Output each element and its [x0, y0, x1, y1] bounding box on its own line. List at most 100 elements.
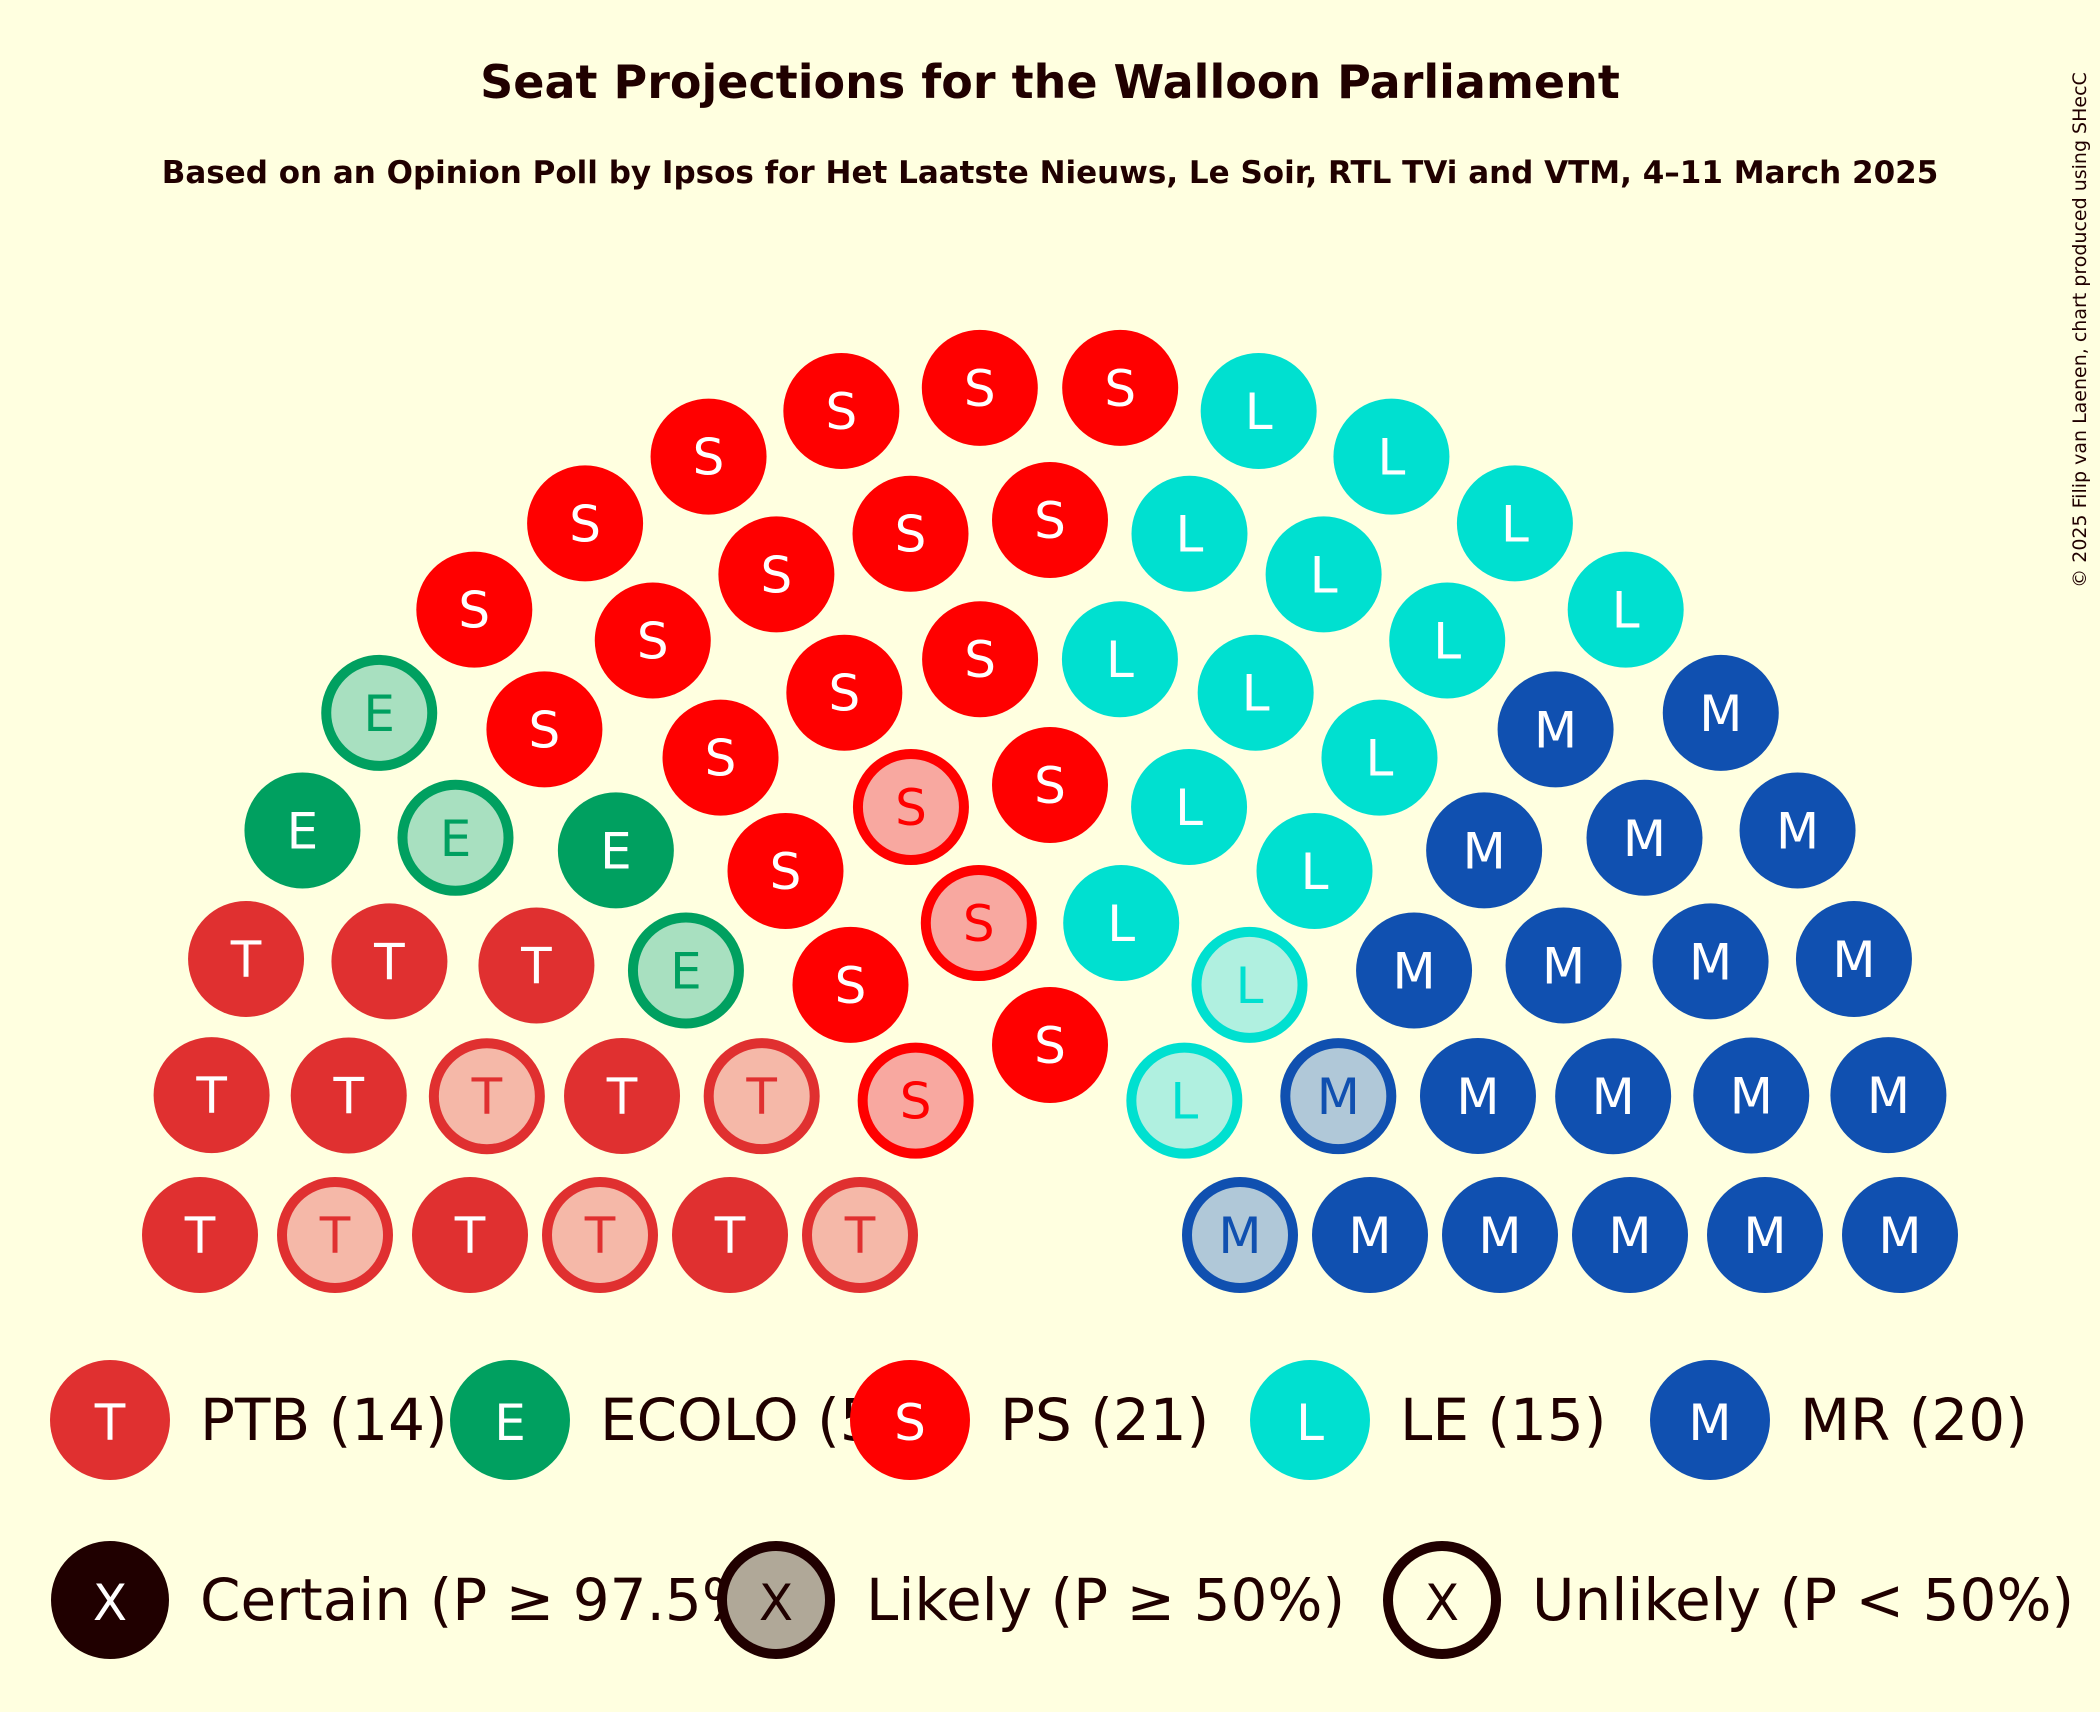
seat-circle: [557, 792, 674, 909]
seat-ps-unlikely: S: [852, 749, 969, 866]
seat-circle: [852, 475, 969, 592]
seat-ptb-certain: T: [412, 1177, 528, 1293]
party-legend: T PTB (14) E ECOLO (5)S PS (21) L LE (15) M MR (…: [50, 1360, 2028, 1480]
seat-circle: [1497, 671, 1614, 788]
seat-circle: [703, 1038, 820, 1155]
seat-ptb-certain: T: [478, 907, 595, 1024]
seat-letter: S: [964, 631, 996, 689]
seat-ptb-unlikely: T: [277, 1177, 393, 1293]
legend-label: PTB (14): [200, 1386, 448, 1454]
legend-item-ecolo: E ECOLO (5): [450, 1360, 899, 1480]
seat-letter: S: [963, 895, 995, 953]
legend-label: LE (15): [1400, 1386, 1606, 1454]
seat-mr-certain: M: [1426, 792, 1543, 909]
legend-item-unlikely: X Unlikely (P < 50%): [1383, 1541, 2074, 1659]
seat-circle: [478, 907, 595, 1024]
seat-ps-certain: S: [594, 582, 711, 699]
legend-letter: L: [1296, 1394, 1324, 1452]
seat-ptb-unlikely: T: [542, 1177, 658, 1293]
legend-item-likely: X Likely (P ≥ 50%): [717, 1541, 1345, 1659]
seat-circle: [1131, 749, 1248, 866]
seat-circle: [1567, 551, 1684, 668]
seat-mr-certain: M: [1830, 1037, 1947, 1154]
seat-letter: T: [184, 1207, 216, 1265]
seat-mr-certain: M: [1505, 907, 1622, 1024]
seat-circle: [920, 865, 1037, 982]
probability-legend: X Certain (P ≥ 97.5%)X Likely (P ≥ 50%) X Un…: [51, 1541, 2074, 1659]
seat-mr-certain: M: [1555, 1038, 1672, 1155]
seat-letter: S: [637, 612, 669, 670]
legend-letter: X: [93, 1574, 127, 1632]
seat-circle: [416, 551, 533, 668]
seat-circle: [727, 812, 844, 929]
seat-ptb-certain: T: [564, 1037, 681, 1154]
seat-circle: [594, 582, 711, 699]
seat-letter: L: [1501, 495, 1529, 553]
seat-circle: [397, 779, 514, 896]
seat-letter: L: [1242, 665, 1270, 723]
seat-circle: [718, 516, 835, 633]
seat-ps-certain: S: [727, 812, 844, 929]
legend-swatch: [50, 1360, 170, 1480]
seat-ptb-unlikely: T: [428, 1038, 545, 1155]
seat-circle: [188, 901, 305, 1018]
seat-circle: [783, 353, 900, 470]
seat-circle: [1321, 699, 1438, 816]
seat-letter: L: [1378, 429, 1406, 487]
seat-ptb-unlikely: T: [703, 1038, 820, 1155]
seat-letter: S: [693, 429, 725, 487]
seat-ps-certain: S: [992, 987, 1108, 1103]
seat-mr-certain: M: [1442, 1177, 1558, 1293]
seat-circle: [672, 1177, 788, 1293]
seat-letter: L: [1245, 383, 1273, 441]
seat-circle: [1063, 865, 1180, 982]
seat-letter: M: [1878, 1207, 1921, 1265]
seat-ps-certain: S: [783, 353, 900, 470]
seat-ps-certain: S: [718, 516, 835, 633]
legend-letter: X: [759, 1574, 793, 1632]
legend-item-certain: X Certain (P ≥ 97.5%): [51, 1541, 780, 1659]
seat-circle: [321, 654, 438, 771]
seat-letter: T: [332, 1068, 364, 1126]
seat-mr-certain: M: [1572, 1177, 1688, 1293]
seat-circle: [1256, 812, 1373, 929]
seat-letter: T: [520, 937, 552, 995]
legend-item-ptb: T PTB (14): [50, 1360, 448, 1480]
seat-le-certain: L: [1389, 582, 1506, 699]
legend-swatch: [1383, 1541, 1501, 1659]
seat-circle: [542, 1177, 658, 1293]
legend-label: ECOLO (5): [600, 1386, 899, 1454]
seat-circle: [1739, 772, 1856, 889]
seat-letter: T: [230, 931, 262, 989]
seat-letter: T: [195, 1067, 227, 1125]
seat-circle: [1572, 1177, 1688, 1293]
seat-ptb-certain: T: [142, 1177, 258, 1293]
seat-ps-certain: S: [992, 727, 1108, 843]
legend-letter: T: [94, 1394, 126, 1452]
seat-ptb-certain: T: [290, 1037, 407, 1154]
seat-circle: [650, 398, 767, 515]
legend-swatch: [1250, 1360, 1370, 1480]
seat-letter: L: [1170, 1073, 1198, 1131]
seat-ecolo-unlikely: E: [321, 654, 438, 771]
seat-letter: L: [1366, 730, 1394, 788]
seat-circle: [1062, 329, 1179, 446]
seat-mr-certain: M: [1842, 1177, 1958, 1293]
seat-circle: [428, 1038, 545, 1155]
seat-circle: [1126, 1042, 1243, 1159]
seat-ps-certain: S: [792, 926, 909, 1043]
seat-mr-unlikely: M: [1182, 1177, 1298, 1293]
seat-circle: [1280, 1038, 1397, 1155]
seat-le-unlikely: L: [1126, 1042, 1243, 1159]
legend-label: Likely (P ≥ 50%): [866, 1566, 1345, 1634]
seat-letter: L: [1236, 957, 1264, 1015]
seat-le-certain: L: [1131, 749, 1248, 866]
seat-circle: [992, 462, 1108, 578]
seat-le-certain: L: [1256, 812, 1373, 929]
seat-circle: [1312, 1177, 1428, 1293]
seat-letter: L: [1612, 582, 1640, 640]
seat-ecolo-certain: E: [244, 772, 361, 889]
seat-letter: M: [1542, 937, 1585, 995]
legend-swatch: [450, 1360, 570, 1480]
seat-ps-certain: S: [527, 465, 644, 582]
